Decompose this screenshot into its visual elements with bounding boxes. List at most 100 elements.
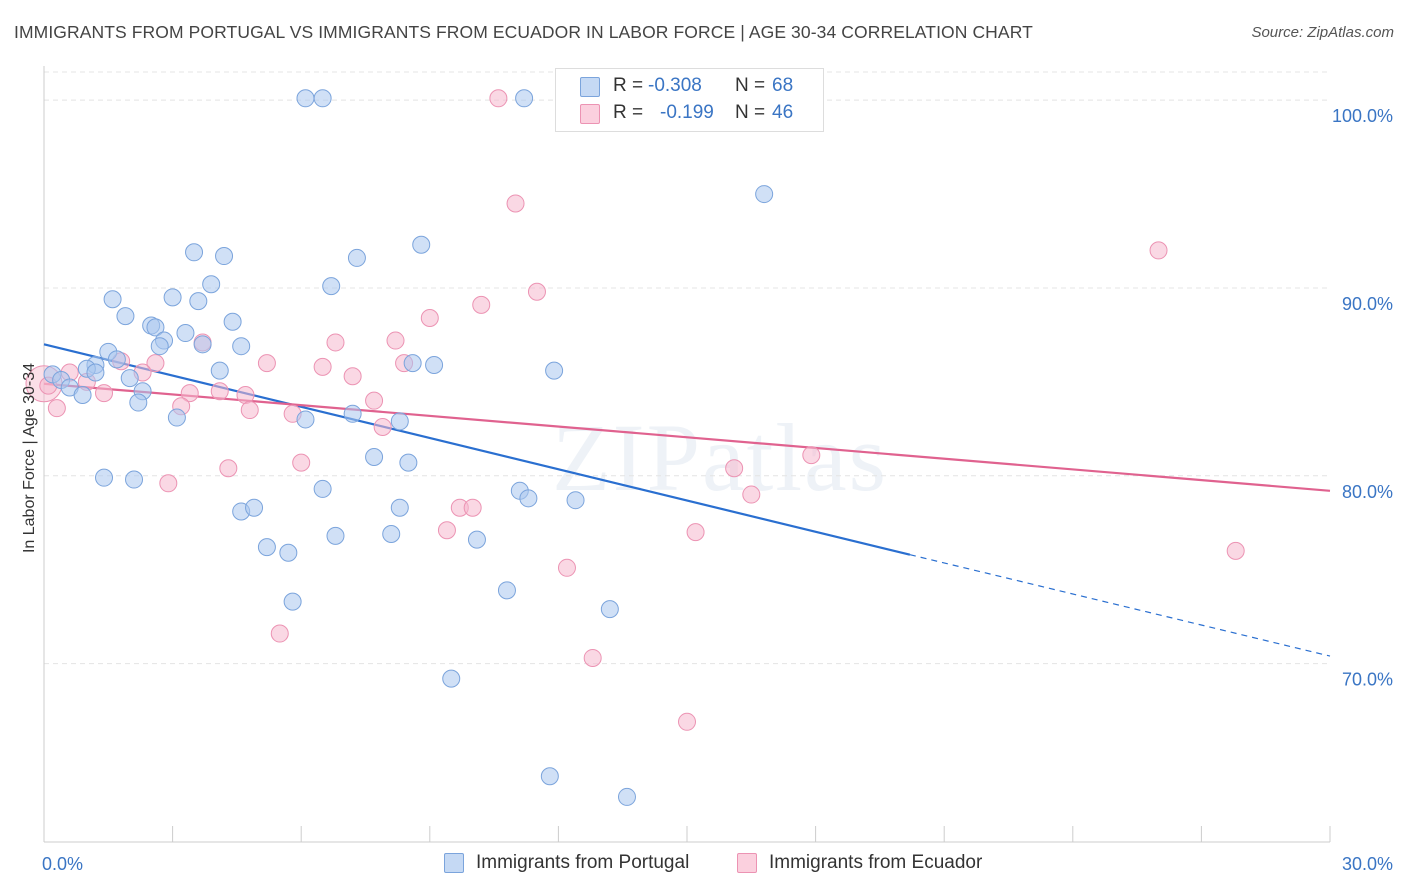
x-tick-label: 30.0%	[1342, 854, 1393, 874]
ecuador-point	[489, 89, 508, 108]
source-credit: Source: ZipAtlas.com	[1251, 24, 1394, 41]
portugal-point	[296, 410, 315, 429]
portugal-point	[467, 530, 486, 549]
portugal-point	[519, 489, 538, 508]
portugal-swatch	[580, 77, 600, 97]
ecuador-point	[47, 399, 66, 418]
portugal-point	[296, 89, 315, 108]
portugal-point	[313, 479, 332, 498]
portugal-point	[566, 491, 585, 510]
stats-legend: R = -0.308 N = 68 R = -0.199 N = 46	[555, 68, 824, 132]
portugal-point	[150, 337, 169, 356]
portugal-point	[202, 275, 221, 294]
portugal-point	[412, 235, 431, 254]
ecuador-point	[326, 333, 345, 352]
ecuador-legend-swatch	[737, 853, 757, 873]
portugal-point	[600, 600, 619, 619]
portugal-point	[279, 543, 298, 562]
ecuador-point	[557, 558, 576, 577]
portugal-point	[390, 412, 409, 431]
portugal-point	[107, 350, 126, 369]
y-tick-label: 90.0%	[1342, 294, 1393, 314]
ecuador-point	[292, 453, 311, 472]
portugal-point	[146, 318, 165, 337]
r-label: R =	[613, 75, 644, 96]
ecuador-point	[463, 498, 482, 517]
portugal-point	[257, 538, 276, 557]
ecuador-point	[159, 474, 178, 493]
portugal-point	[193, 335, 212, 354]
ecuador-point	[1226, 541, 1245, 560]
portugal-point	[326, 526, 345, 545]
portugal-point	[189, 292, 208, 311]
portugal-point	[86, 363, 105, 382]
portugal-point	[382, 525, 401, 543]
portugal-point	[442, 669, 461, 688]
portugal-point	[210, 361, 229, 380]
y-tick-label: 100.0%	[1332, 106, 1393, 126]
ecuador-point	[420, 309, 439, 328]
ecuador-point	[146, 354, 165, 373]
ecuador-point	[95, 384, 114, 403]
portugal-point	[545, 361, 564, 380]
ecuador-point	[678, 712, 696, 731]
portugal-point	[120, 369, 139, 388]
portugal-point	[322, 277, 341, 296]
portugal-n-value: 68	[772, 75, 794, 96]
y-tick-label: 80.0%	[1342, 482, 1393, 502]
ecuador-point	[437, 521, 456, 540]
n-label: N =	[735, 75, 766, 96]
portugal-legend-label: Immigrants from Portugal	[476, 852, 690, 873]
ecuador-point	[373, 417, 392, 436]
y-tick-label: 70.0%	[1342, 670, 1393, 690]
ecuador-point	[343, 367, 362, 386]
r-label: R =	[613, 102, 644, 123]
ecuador-point	[257, 354, 276, 373]
ecuador-point	[506, 194, 525, 213]
portugal-point	[129, 393, 148, 412]
portugal-legend-swatch	[444, 853, 464, 873]
portugal-point	[540, 767, 559, 786]
portugal-point	[215, 247, 234, 266]
portugal-point	[95, 468, 114, 487]
chart-title: IMMIGRANTS FROM PORTUGAL VS IMMIGRANTS F…	[14, 22, 1033, 42]
portugal-point	[185, 243, 204, 262]
portugal-point	[176, 324, 195, 343]
ecuador-point	[472, 295, 491, 314]
ecuador-point	[527, 282, 546, 301]
ecuador-point	[365, 391, 384, 410]
ecuador-legend-label: Immigrants from Ecuador	[769, 852, 983, 873]
ecuador-point	[583, 648, 602, 667]
portugal-point	[403, 354, 422, 373]
portugal-point	[617, 787, 636, 806]
ecuador-trend-line	[43, 382, 1331, 492]
ecuador-point	[386, 331, 405, 350]
ecuador-n-value: 46	[772, 102, 794, 123]
portugal-trend-line	[43, 343, 911, 556]
portugal-point	[390, 498, 409, 517]
ecuador-point	[802, 446, 821, 465]
x-tick-label: 0.0%	[42, 854, 83, 874]
portugal-trend-extrapolation	[909, 554, 1331, 657]
portugal-r-value: -0.308	[648, 75, 702, 96]
portugal-point	[399, 453, 418, 472]
ecuador-point	[686, 523, 705, 542]
y-axis-label: In Labor Force | Age 30-34	[21, 363, 38, 553]
portugal-point	[755, 185, 774, 204]
portugal-point	[245, 498, 264, 517]
ecuador-point	[270, 624, 289, 643]
portugal-point	[365, 448, 384, 466]
ecuador-r-value: -0.199	[660, 102, 714, 123]
ecuador-point	[725, 459, 744, 478]
portugal-point	[163, 288, 182, 307]
portugal-point	[343, 404, 362, 423]
ecuador-point	[210, 382, 229, 401]
ecuador-point	[313, 357, 332, 376]
portugal-point	[497, 581, 516, 600]
ecuador-point	[219, 459, 238, 478]
watermark: ZIPatlas	[552, 404, 888, 511]
portugal-point	[313, 89, 332, 108]
portugal-point	[223, 312, 242, 331]
portugal-point	[103, 290, 122, 309]
